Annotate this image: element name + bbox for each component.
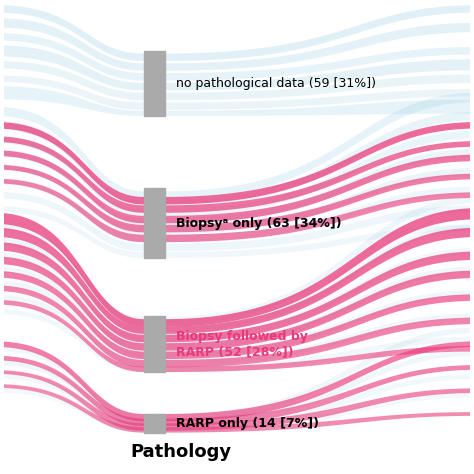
Text: RARP only (14 [7%]): RARP only (14 [7%]) xyxy=(176,417,319,430)
Polygon shape xyxy=(0,92,474,199)
Polygon shape xyxy=(0,356,474,426)
Polygon shape xyxy=(0,131,474,216)
Bar xyxy=(144,188,165,258)
Polygon shape xyxy=(0,178,474,242)
Polygon shape xyxy=(0,18,474,71)
Polygon shape xyxy=(0,281,474,357)
Polygon shape xyxy=(0,150,474,223)
Polygon shape xyxy=(0,192,474,251)
Bar xyxy=(144,414,165,433)
Polygon shape xyxy=(0,374,474,430)
Text: Biopsy followed by
RARP (52 [28%]): Biopsy followed by RARP (52 [28%]) xyxy=(176,330,309,358)
Polygon shape xyxy=(0,389,474,433)
Polygon shape xyxy=(0,206,474,258)
Polygon shape xyxy=(0,300,474,372)
Polygon shape xyxy=(0,228,474,334)
Polygon shape xyxy=(0,137,474,213)
Polygon shape xyxy=(0,351,474,425)
Bar xyxy=(144,51,165,116)
Polygon shape xyxy=(0,197,474,324)
Polygon shape xyxy=(0,370,474,431)
Bar xyxy=(144,316,165,372)
Polygon shape xyxy=(0,112,474,207)
Polygon shape xyxy=(0,295,474,366)
Polygon shape xyxy=(0,75,474,110)
Polygon shape xyxy=(0,309,474,372)
Text: Biopsyᵃ only (63 [34%]): Biopsyᵃ only (63 [34%]) xyxy=(176,217,342,229)
Polygon shape xyxy=(0,33,474,81)
Text: Pathology: Pathology xyxy=(130,443,232,461)
Text: no pathological data (59 [31%]): no pathological data (59 [31%]) xyxy=(176,77,376,90)
Polygon shape xyxy=(0,5,474,61)
Polygon shape xyxy=(0,271,474,359)
Polygon shape xyxy=(0,384,474,433)
Polygon shape xyxy=(0,164,474,234)
Polygon shape xyxy=(0,165,474,232)
Polygon shape xyxy=(0,266,474,349)
Polygon shape xyxy=(0,179,474,242)
Polygon shape xyxy=(0,224,474,332)
Polygon shape xyxy=(0,149,474,225)
Polygon shape xyxy=(0,61,474,100)
Polygon shape xyxy=(0,256,474,351)
Polygon shape xyxy=(0,248,474,341)
Polygon shape xyxy=(0,86,474,116)
Polygon shape xyxy=(0,328,474,420)
Polygon shape xyxy=(0,341,474,421)
Polygon shape xyxy=(0,285,474,367)
Polygon shape xyxy=(0,208,474,327)
Polygon shape xyxy=(0,122,474,204)
Polygon shape xyxy=(0,242,474,342)
Polygon shape xyxy=(0,45,474,91)
